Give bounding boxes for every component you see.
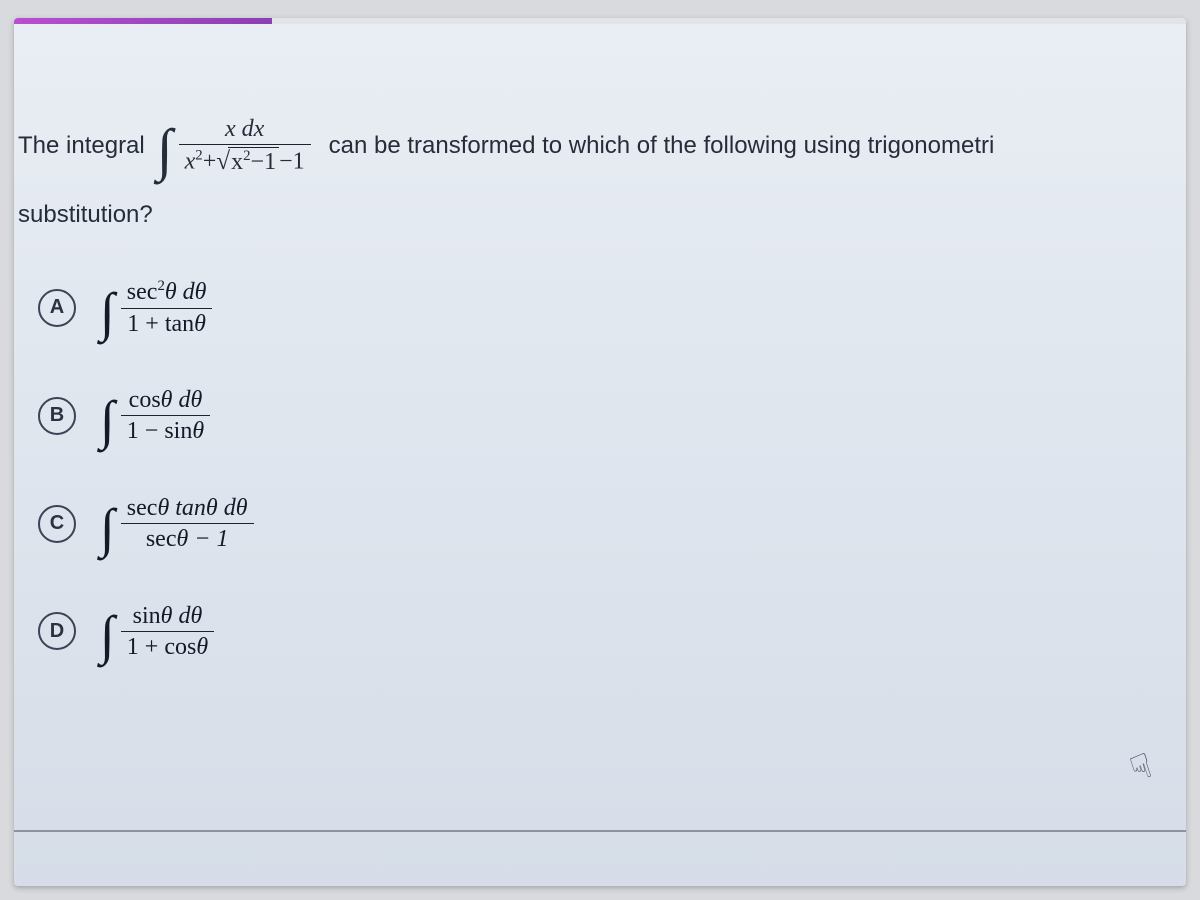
progress-fill — [14, 18, 272, 24]
question-content: The integral ∫ x dx x2+√x2−1−1 can be tr… — [14, 18, 1186, 662]
question-stem: The integral ∫ x dx x2+√x2−1−1 can be tr… — [14, 114, 1186, 234]
option-a[interactable]: A ∫ sec2θ dθ 1 + tanθ — [38, 276, 1186, 339]
option-letter-b: B — [38, 397, 76, 435]
option-c[interactable]: C ∫ secθ tanθ dθ secθ − 1 — [38, 493, 1186, 555]
option-c-math: ∫ secθ tanθ dθ secθ − 1 — [98, 493, 254, 555]
question-tail-text: substitution? — [18, 196, 153, 234]
option-d[interactable]: D ∫ sinθ dθ 1 + cosθ — [38, 601, 1186, 663]
integral-denominator: x2+√x2−1−1 — [179, 145, 311, 177]
pointer-hand-icon: ☟ — [1126, 746, 1158, 790]
option-b[interactable]: B ∫ cosθ dθ 1 − sinθ — [38, 385, 1186, 447]
sqrt: √x2−1 — [216, 147, 279, 175]
integral-symbol: ∫ — [155, 121, 179, 179]
progress-track — [14, 18, 1186, 24]
quiz-panel: The integral ∫ x dx x2+√x2−1−1 can be tr… — [14, 18, 1186, 886]
option-letter-c: C — [38, 505, 76, 543]
question-integral-fraction: x dx x2+√x2−1−1 — [179, 114, 311, 178]
option-list: A ∫ sec2θ dθ 1 + tanθ B ∫ cosθ dθ — [14, 276, 1186, 662]
question-mid-text: can be transformed to which of the follo… — [329, 127, 995, 165]
option-letter-a: A — [38, 289, 76, 327]
option-d-math: ∫ sinθ dθ 1 + cosθ — [98, 601, 214, 663]
question-lead-text: The integral — [18, 127, 145, 165]
option-b-math: ∫ cosθ dθ 1 − sinθ — [98, 385, 210, 447]
option-letter-d: D — [38, 612, 76, 650]
bottom-divider — [14, 830, 1186, 832]
integral-numerator: x dx — [219, 114, 270, 144]
option-a-math: ∫ sec2θ dθ 1 + tanθ — [98, 276, 212, 339]
